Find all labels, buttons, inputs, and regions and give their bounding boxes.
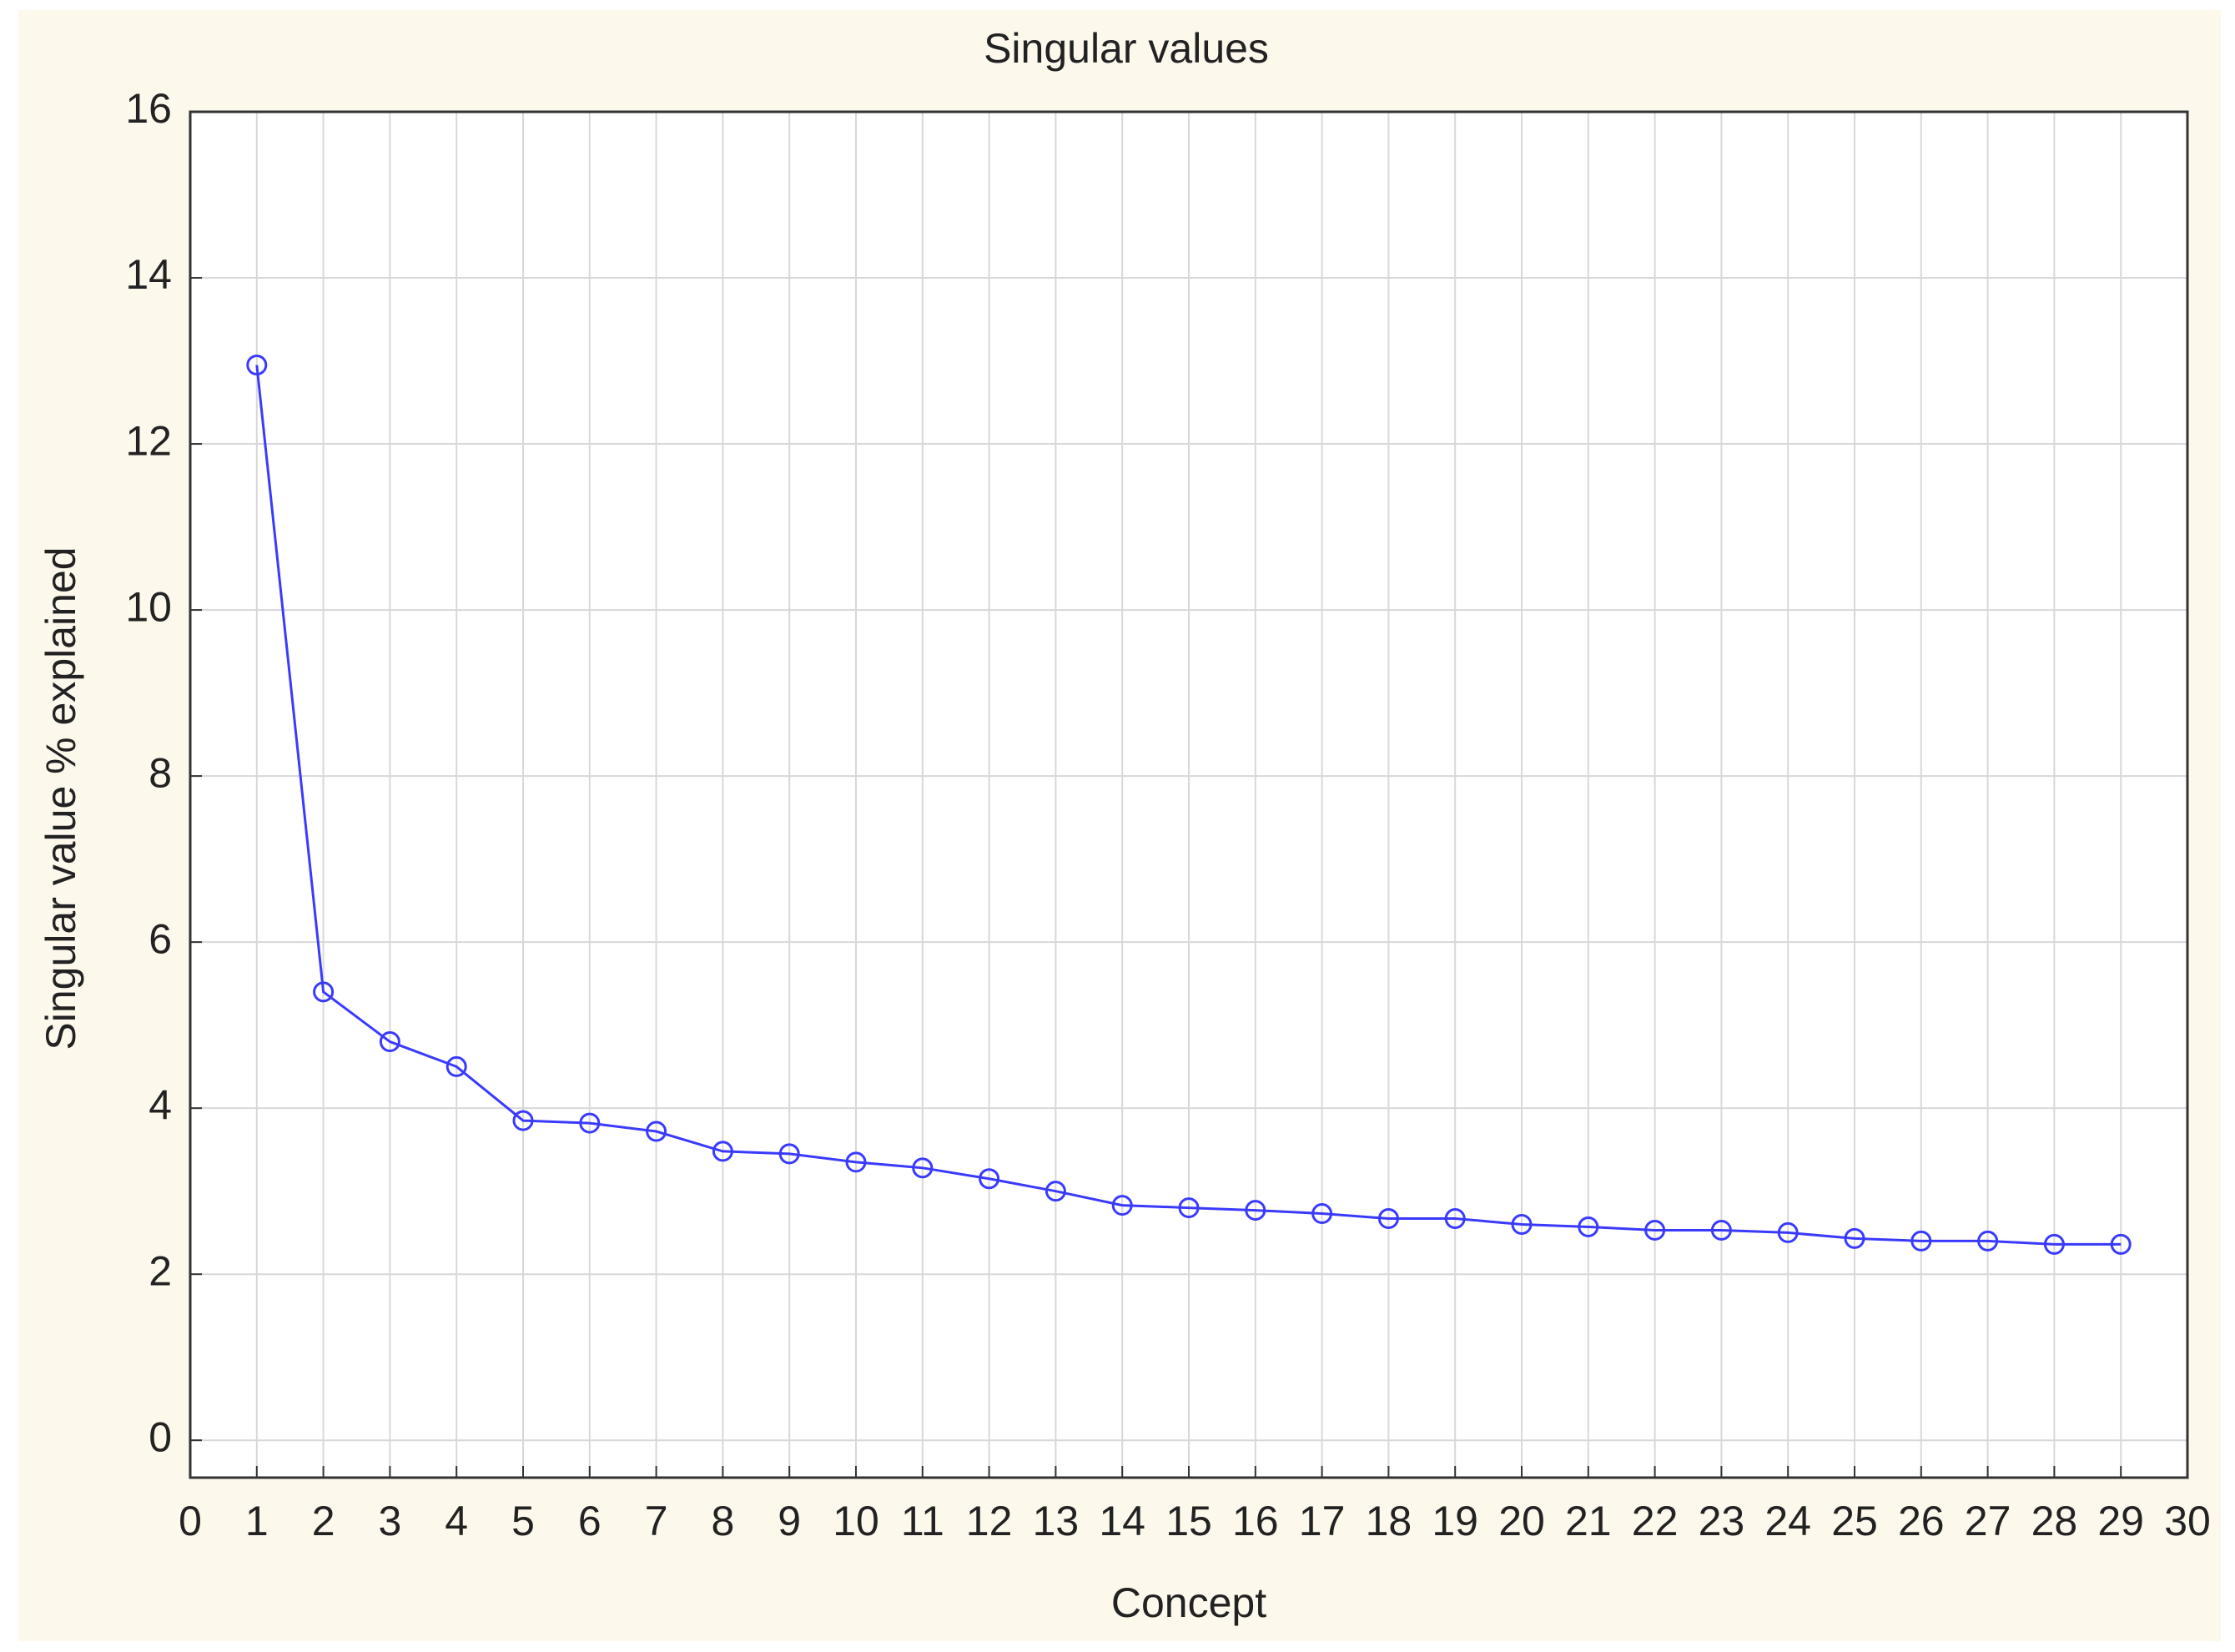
data-point (1910, 1230, 1932, 1252)
x-tick-label: 9 (778, 1498, 801, 1544)
x-tick-label: 1 (245, 1498, 269, 1544)
data-point (1844, 1227, 1865, 1249)
data-point (1444, 1208, 1466, 1230)
data-line (255, 365, 2122, 1246)
x-tick-label: 29 (2097, 1498, 2144, 1544)
y-tick-label: 6 (148, 915, 172, 962)
y-tick-label: 14 (125, 251, 172, 298)
x-tick-label: 8 (711, 1498, 734, 1544)
x-tick-label: 24 (1764, 1498, 1811, 1544)
data-point (379, 1031, 400, 1053)
data-point (1111, 1195, 1133, 1216)
data-point (1578, 1216, 1599, 1237)
data-point (445, 1055, 467, 1077)
x-axis-label: Concept (1111, 1579, 1266, 1626)
x-tick-label: 30 (2164, 1498, 2211, 1544)
x-tick-label: 0 (179, 1498, 202, 1544)
data-point (512, 1110, 534, 1131)
x-tick-label: 14 (1099, 1498, 1145, 1544)
x-tick-label: 20 (1498, 1498, 1545, 1544)
x-tick-label: 13 (1033, 1498, 1080, 1544)
data-point (1710, 1219, 1732, 1241)
y-tick-label: 10 (125, 583, 172, 630)
data-point (246, 355, 268, 376)
x-tick-label: 26 (1898, 1498, 1945, 1544)
data-point (1245, 1200, 1266, 1221)
data-point (1178, 1197, 1200, 1219)
x-tick-label: 12 (966, 1498, 1013, 1544)
data-point (1511, 1213, 1533, 1235)
x-tick-label: 4 (445, 1498, 468, 1544)
x-tick-label: 17 (1299, 1498, 1346, 1544)
y-tick-label: 12 (125, 417, 172, 464)
data-point (912, 1157, 934, 1179)
data-point (2043, 1233, 2065, 1255)
data-point (1377, 1208, 1399, 1230)
data-point (1777, 1221, 1799, 1243)
x-tick-label: 21 (1565, 1498, 1612, 1544)
x-tick-label: 15 (1165, 1498, 1212, 1544)
chart-title: Singular values (984, 25, 1269, 72)
x-tick-label: 10 (833, 1498, 879, 1544)
data-point (845, 1151, 867, 1173)
y-tick-label: 4 (148, 1081, 172, 1128)
x-tick-label: 23 (1699, 1498, 1745, 1544)
y-tick-label: 8 (148, 749, 172, 796)
x-tick-label: 25 (1831, 1498, 1878, 1544)
data-point (712, 1141, 733, 1162)
x-tick-label: 27 (1965, 1498, 2011, 1544)
x-tick-label: 16 (1232, 1498, 1279, 1544)
data-point (979, 1168, 1000, 1190)
x-tick-label: 2 (312, 1498, 335, 1544)
data-point (313, 981, 335, 1003)
y-tick-label: 16 (125, 85, 172, 132)
data-point (2110, 1233, 2132, 1255)
x-tick-label: 3 (378, 1498, 401, 1544)
data-point (646, 1121, 667, 1142)
x-tick-label: 18 (1366, 1498, 1412, 1544)
data-point (1644, 1219, 1666, 1241)
x-tick-label: 19 (1432, 1498, 1478, 1544)
x-tick-label: 7 (645, 1498, 668, 1544)
data-point (1977, 1230, 1999, 1252)
data-point (579, 1112, 601, 1134)
x-tick-label: 28 (2031, 1498, 2078, 1544)
plot-frame (189, 110, 2189, 1479)
y-tick-label: 0 (148, 1413, 172, 1460)
data-point (1045, 1181, 1066, 1202)
x-tick-label: 22 (1632, 1498, 1679, 1544)
y-tick-label: 2 (148, 1247, 172, 1294)
data-point (1311, 1203, 1333, 1225)
y-axis-label: Singular value % explained (38, 546, 84, 1050)
data-point (778, 1143, 800, 1165)
x-tick-label: 6 (578, 1498, 602, 1544)
x-tick-label: 5 (511, 1498, 535, 1544)
x-tick-label: 11 (901, 1498, 944, 1544)
